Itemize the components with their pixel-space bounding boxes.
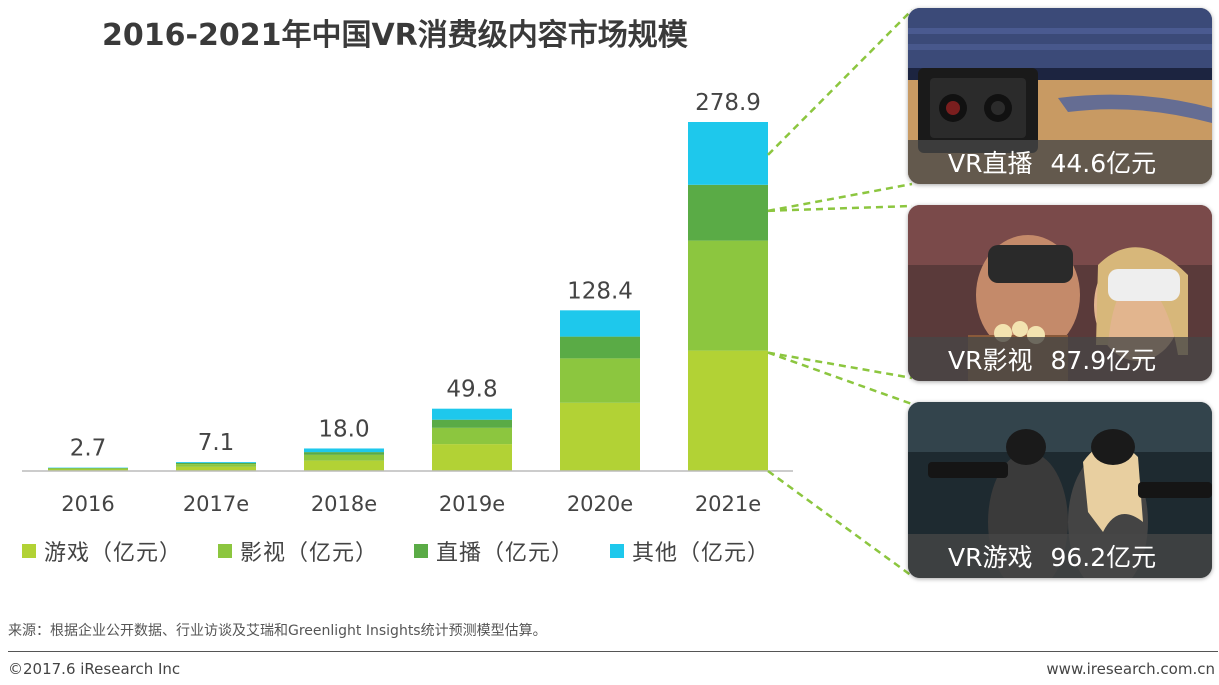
- photo-card-live: VR直播 44.6亿元: [908, 8, 1212, 184]
- footer-divider: [8, 651, 1218, 652]
- callout-name-game: VR游戏: [948, 543, 1033, 572]
- x-tick-label-2021e: 2021e: [695, 492, 761, 516]
- bar-segment-live-2017e: [176, 462, 256, 465]
- bar-segment-live-2019e: [432, 419, 512, 428]
- bar-segment-other-2019e: [432, 408, 512, 420]
- total-label-2021e: 278.9: [695, 90, 761, 116]
- x-tick-label-2018e: 2018e: [311, 492, 377, 516]
- legend-swatch-film: [218, 544, 233, 558]
- bar-segment-game-2020e: [560, 402, 640, 471]
- website-link[interactable]: www.iresearch.com.cn: [1046, 660, 1215, 678]
- chart-legend: 游戏（亿元） 影视（亿元） 直播（亿元） 其他（亿元）: [22, 534, 806, 568]
- x-tick-label-2019e: 2019e: [439, 492, 505, 516]
- bar-segment-game-2018e: [304, 460, 384, 471]
- callout-connector-game-top: [767, 351, 913, 406]
- bar-segment-game-2021e: [688, 350, 768, 471]
- bar-segment-film-2016: [48, 468, 128, 470]
- legend-label-game: 游戏（亿元）: [44, 541, 183, 566]
- photo-caption-live: VR直播 44.6亿元: [908, 140, 1212, 184]
- x-tick-label-2020e: 2020e: [567, 492, 633, 516]
- callout-value-film: 87.9亿元: [1050, 346, 1157, 375]
- bar-segment-other-2021e: [688, 122, 768, 185]
- legend-label-film: 影视（亿元）: [240, 541, 379, 566]
- total-label-2017e: 7.1: [198, 430, 235, 456]
- source-note: 来源：根据企业公开数据、行业访谈及艾瑞和Greenlight Insights统…: [8, 623, 547, 639]
- photo-caption-game: VR游戏 96.2亿元: [908, 534, 1212, 578]
- total-label-2020e: 128.4: [567, 278, 633, 304]
- legend-swatch-live: [414, 544, 429, 558]
- chart-title: 2016-2021年中国VR消费级内容市场规模: [102, 18, 688, 53]
- legend-label-other: 其他（亿元）: [632, 541, 771, 566]
- legend-swatch-other: [610, 544, 625, 558]
- legend-item-other: 其他（亿元）: [610, 535, 770, 567]
- callout-value-game: 96.2亿元: [1050, 543, 1157, 572]
- bar-segment-live-2020e: [560, 336, 640, 359]
- legend-item-game: 游戏（亿元）: [22, 535, 182, 567]
- legend-item-live: 直播（亿元）: [414, 535, 574, 567]
- bar-segment-game-2017e: [176, 466, 256, 471]
- bar-segment-film-2017e: [176, 464, 256, 467]
- total-label-2018e: 18.0: [318, 416, 369, 442]
- bar-segment-other-2020e: [560, 310, 640, 337]
- bar-segment-film-2021e: [688, 240, 768, 351]
- photo-caption-film: VR影视 87.9亿元: [908, 337, 1212, 381]
- legend-label-live: 直播（亿元）: [436, 541, 575, 566]
- x-tick-label-2017e: 2017e: [183, 492, 249, 516]
- bar-segment-other-2018e: [304, 448, 384, 453]
- x-tick-label-2016: 2016: [61, 492, 114, 516]
- callout-connector-game-bottom: [767, 469, 913, 578]
- bar-segment-game-2019e: [432, 444, 512, 471]
- legend-item-film: 影视（亿元）: [218, 535, 378, 567]
- total-label-2019e: 49.8: [446, 377, 497, 403]
- bar-segment-film-2020e: [560, 358, 640, 403]
- callout-connector-film-top: [767, 204, 913, 213]
- callout-name-live: VR直播: [948, 149, 1033, 178]
- photo-card-game: VR游戏 96.2亿元: [908, 402, 1212, 578]
- bar-segment-game-2016: [48, 469, 128, 471]
- bar-segment-live-2021e: [688, 184, 768, 241]
- callout-value-live: 44.6亿元: [1050, 149, 1157, 178]
- callout-connector-live-bottom: [767, 182, 913, 213]
- total-label-2016: 2.7: [70, 436, 107, 462]
- legend-swatch-game: [22, 544, 36, 558]
- photo-card-film: VR影视 87.9亿元: [908, 205, 1212, 381]
- bar-segment-film-2019e: [432, 427, 512, 445]
- callout-connector-live-top: [767, 9, 913, 156]
- callout-name-film: VR影视: [948, 346, 1033, 375]
- bar-segment-live-2018e: [304, 452, 384, 455]
- bar-segment-film-2018e: [304, 454, 384, 461]
- copyright-text: ©2017.6 iResearch Inc: [8, 660, 181, 678]
- bar-segment-other-2017e: [176, 462, 256, 463]
- callout-connector-film-bottom: [767, 351, 913, 380]
